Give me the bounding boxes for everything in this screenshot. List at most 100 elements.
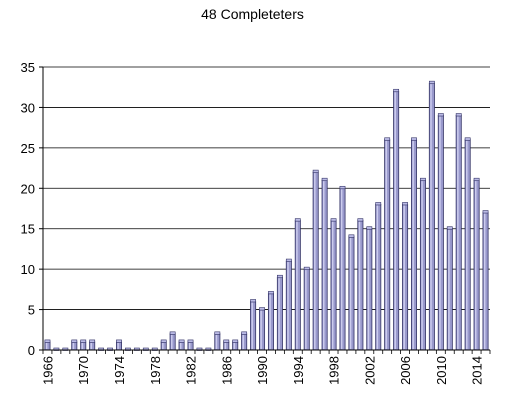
bar-body <box>169 333 176 351</box>
bar-body <box>321 179 328 351</box>
bar-cap <box>223 339 230 343</box>
x-tick-labels: 1966 1970 1974 1978 1982 1986 1990 1994 1998 2002… <box>40 356 484 385</box>
x-tick-label: 1986 <box>219 356 234 385</box>
bar-cap <box>366 226 373 230</box>
bar-highlight <box>188 342 191 349</box>
bar-body <box>482 212 489 351</box>
bar-highlight <box>385 140 388 349</box>
bar <box>339 185 346 351</box>
bar <box>384 137 391 351</box>
bar-cap <box>277 274 283 279</box>
bar-highlight <box>448 229 450 349</box>
x-tick-label: 1970 <box>76 356 91 385</box>
bar-highlight <box>278 278 280 349</box>
bar-cap <box>393 88 400 93</box>
bar-cap <box>268 291 274 295</box>
bar-highlight <box>242 334 245 349</box>
bar-highlight <box>81 342 84 349</box>
bar-cap <box>330 218 337 222</box>
bar-body <box>232 341 239 351</box>
bar-cap <box>259 307 265 311</box>
bar <box>330 218 337 351</box>
bar-highlight <box>331 221 334 349</box>
bar <box>80 339 87 351</box>
bar-cap <box>411 137 417 141</box>
bar-body <box>276 276 283 351</box>
bar-highlight <box>376 205 379 349</box>
bar <box>473 177 480 351</box>
x-tick-label: 2002 <box>362 356 377 385</box>
bar-body <box>428 82 435 351</box>
bar-cap <box>339 185 346 190</box>
bar-body <box>250 301 257 351</box>
bar-cap <box>464 137 471 141</box>
bar-body <box>160 341 167 351</box>
bar-highlight <box>439 116 441 349</box>
bar-body <box>259 309 266 351</box>
bar-highlight <box>287 262 289 349</box>
bar-body <box>303 268 310 351</box>
bar <box>393 88 400 351</box>
bar <box>294 218 301 351</box>
bar-cap <box>437 113 444 117</box>
bar-body <box>339 187 346 351</box>
bar-highlight <box>233 342 236 349</box>
bar-highlight <box>72 342 75 349</box>
bar-cap <box>321 177 328 181</box>
bar <box>321 177 328 351</box>
bar-body <box>348 236 355 351</box>
bar <box>411 137 418 351</box>
bar-body <box>80 341 87 351</box>
bar <box>437 113 444 351</box>
bar-body <box>187 341 194 351</box>
bar-body <box>375 204 382 351</box>
bar <box>241 331 248 351</box>
x-tick-label: 1974 <box>112 356 127 385</box>
bar <box>482 210 489 351</box>
bar-cap <box>187 339 194 343</box>
bar <box>178 339 185 351</box>
bar-body <box>455 115 462 351</box>
bar-body <box>402 204 409 351</box>
bar-body <box>419 179 426 351</box>
y-tick-label: 15 <box>21 222 35 237</box>
bar-highlight <box>412 140 414 349</box>
bar <box>402 202 409 351</box>
y-tick-label: 30 <box>21 100 35 115</box>
bar-cap <box>71 339 78 343</box>
bar-body <box>411 139 418 351</box>
bar-highlight <box>314 173 316 349</box>
bar-cap <box>420 177 426 181</box>
bar <box>44 339 51 351</box>
bar-cap <box>375 202 382 206</box>
y-tick-label: 10 <box>21 262 35 277</box>
bar-highlight <box>215 334 218 349</box>
x-tick-label: 1966 <box>40 356 55 385</box>
bar-highlight <box>305 270 307 349</box>
bar-cap <box>294 218 301 222</box>
bar <box>446 226 453 351</box>
bar-highlight <box>269 294 271 349</box>
bar-body <box>178 341 185 351</box>
bars <box>44 80 489 351</box>
bar <box>115 339 122 351</box>
x-tick-label: 2014 <box>470 356 485 385</box>
bar-cap <box>348 234 355 238</box>
axes <box>39 66 491 354</box>
bar-cap <box>160 339 167 343</box>
bar-body <box>115 341 122 351</box>
bar-highlight <box>45 342 48 349</box>
y-tick-label: 20 <box>21 181 35 196</box>
bar-body <box>357 220 364 351</box>
bar <box>232 339 239 351</box>
bar-highlight <box>179 342 182 349</box>
bar-cap <box>303 266 310 270</box>
bar-body <box>214 333 221 351</box>
bar-highlight <box>483 213 486 349</box>
x-tick-label: 2010 <box>434 356 449 385</box>
bar-highlight <box>457 116 459 349</box>
x-tick-label: 2006 <box>398 356 413 385</box>
y-tick-label: 35 <box>21 60 35 75</box>
bar-body <box>44 341 51 351</box>
bar-cap <box>384 137 391 141</box>
